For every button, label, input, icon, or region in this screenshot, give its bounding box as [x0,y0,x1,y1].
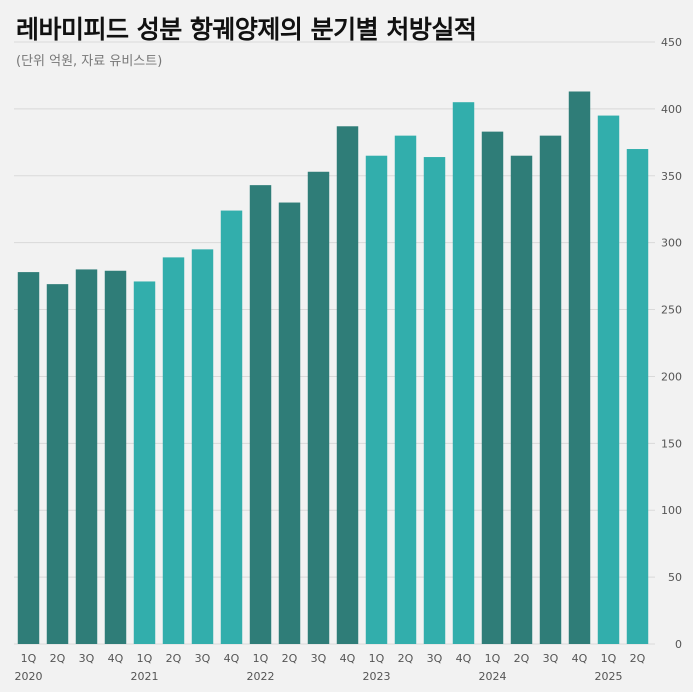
y-tick-label: 400 [661,103,682,116]
bar [249,185,272,645]
x-tick-label: 1Q [485,652,501,665]
bar [46,284,69,644]
bar [365,155,388,644]
x-tick-label: 4Q [224,652,240,665]
y-tick-label: 50 [668,571,682,584]
year-label: 2025 [595,670,623,683]
bar [539,135,562,644]
year-label: 2020 [15,670,43,683]
x-tick-label: 2Q [282,652,298,665]
bar [17,272,40,644]
year-label: 2021 [131,670,159,683]
bar [452,102,475,644]
bar [568,91,591,644]
y-tick-label: 450 [661,36,682,49]
x-tick-label: 1Q [137,652,153,665]
y-tick-label: 350 [661,170,682,183]
bar [481,131,504,644]
x-tick-label: 2Q [398,652,414,665]
bar [307,171,330,644]
year-label: 2024 [479,670,507,683]
x-tick-label: 4Q [456,652,472,665]
y-tick-label: 150 [661,437,682,450]
x-tick-label: 1Q [253,652,269,665]
x-tick-label: 2Q [166,652,182,665]
x-tick-label: 3Q [195,652,211,665]
bar [133,281,156,644]
x-tick-label: 3Q [543,652,559,665]
year-label: 2022 [247,670,275,683]
x-tick-label: 3Q [311,652,327,665]
x-tick-label: 1Q [601,652,617,665]
bar [597,115,620,645]
y-tick-label: 200 [661,370,682,383]
x-tick-label: 2Q [514,652,530,665]
bar [423,157,446,644]
y-tick-label: 250 [661,304,682,317]
x-tick-label: 2Q [50,652,66,665]
bar [336,126,359,644]
y-tick-label: 300 [661,237,682,250]
x-tick-label: 1Q [21,652,37,665]
bar [191,249,214,644]
x-tick-label: 4Q [572,652,588,665]
bar [75,269,98,644]
bar [626,149,649,644]
year-label: 2023 [363,670,391,683]
y-tick-label: 0 [675,638,682,651]
x-tick-label: 4Q [340,652,356,665]
x-tick-label: 3Q [427,652,443,665]
chart-title: 레바미피드 성분 항궤양제의 분기별 처방실적 [16,15,477,44]
x-tick-label: 3Q [79,652,95,665]
bar [394,135,417,644]
x-tick-label: 1Q [369,652,385,665]
bar [220,210,243,644]
bar [510,155,533,644]
bar [278,202,301,645]
y-tick-label: 100 [661,504,682,517]
x-tick-label: 4Q [108,652,124,665]
bar [162,257,185,644]
chart-subtitle: (단위 억원, 자료 유비스트) [16,54,163,69]
bar [104,270,127,644]
x-tick-label: 2Q [630,652,646,665]
